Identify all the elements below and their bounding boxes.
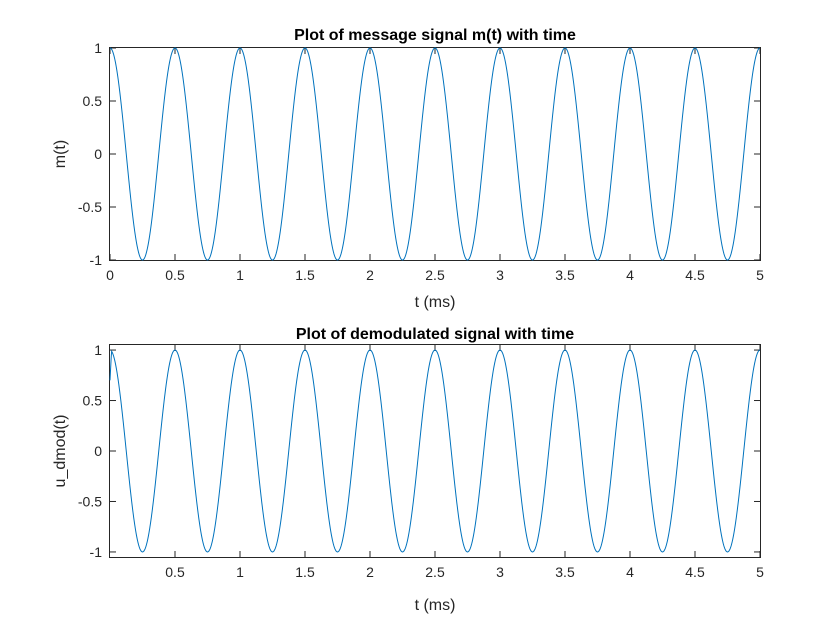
y-tick-label: 1 xyxy=(94,40,102,56)
chart-title: Plot of message signal m(t) with time xyxy=(294,27,576,44)
x-tick-label: 3.5 xyxy=(555,267,575,283)
y-tick-label: -0.5 xyxy=(78,493,102,509)
y-axis: 1 0.5 0 -0.5 -1 xyxy=(78,342,760,560)
x-tick-label: 2 xyxy=(366,267,374,283)
x-tick-label: 1 xyxy=(236,267,244,283)
x-axis-label: t (ms) xyxy=(415,294,456,311)
x-tick-label: 3 xyxy=(496,267,504,283)
x-axis: 0 0.5 1 1.5 2 2.5 3 3.5 4 4.5 5 xyxy=(106,48,764,283)
x-axis: 0.5 1 1.5 2 2.5 3 3.5 4 4.5 5 xyxy=(165,345,764,580)
y-tick-label: 0 xyxy=(94,146,102,162)
y-axis: 1 0.5 0 -0.5 -1 xyxy=(78,40,760,268)
x-tick-label: 4.5 xyxy=(685,564,705,580)
x-tick-label: 1.5 xyxy=(295,267,315,283)
x-tick-label: 0 xyxy=(106,267,114,283)
y-tick-label: 1 xyxy=(94,342,102,358)
axes-demodulated-signal: Plot of demodulated signal with time 0.5… xyxy=(52,326,764,614)
x-tick-label: 0.5 xyxy=(165,564,185,580)
x-tick-label: 0.5 xyxy=(165,267,185,283)
x-tick-label: 3 xyxy=(496,564,504,580)
x-tick-label: 2.5 xyxy=(425,267,445,283)
x-tick-label: 1 xyxy=(236,564,244,580)
x-tick-label: 5 xyxy=(756,267,764,283)
y-axis-label: m(t) xyxy=(52,140,69,168)
x-axis-label: t (ms) xyxy=(415,597,456,614)
plot-area xyxy=(109,47,761,261)
x-tick-label: 3.5 xyxy=(555,564,575,580)
plot-area xyxy=(109,344,761,558)
series-line xyxy=(109,349,761,553)
x-tick-label: 5 xyxy=(756,564,764,580)
y-tick-label: 0.5 xyxy=(83,393,103,409)
chart-title: Plot of demodulated signal with time xyxy=(296,326,574,343)
x-tick-label: 1.5 xyxy=(295,564,315,580)
x-tick-label: 4 xyxy=(626,267,634,283)
x-tick-label: 2.5 xyxy=(425,564,445,580)
series-line xyxy=(109,47,761,261)
y-tick-label: -1 xyxy=(90,252,103,268)
y-tick-label: -1 xyxy=(90,544,103,560)
x-tick-label: 2 xyxy=(366,564,374,580)
x-tick-label: 4 xyxy=(626,564,634,580)
y-tick-label: 0.5 xyxy=(83,93,103,109)
y-tick-label: 0 xyxy=(94,443,102,459)
x-tick-label: 4.5 xyxy=(685,267,705,283)
y-tick-label: -0.5 xyxy=(78,199,102,215)
y-axis-label: u_dmod(t) xyxy=(52,415,69,488)
